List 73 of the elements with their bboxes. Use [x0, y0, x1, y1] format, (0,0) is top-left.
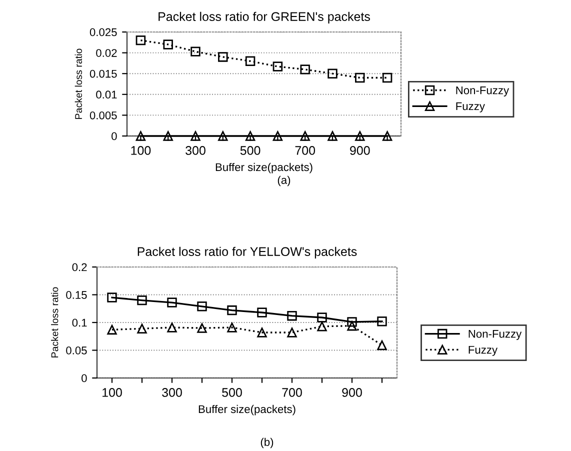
x-tick-label: 100: [131, 146, 151, 155]
y-tick-label: 0.2: [72, 263, 87, 272]
point: [218, 52, 228, 62]
y-tick-label: 0.1: [72, 318, 87, 327]
point: [355, 72, 365, 83]
point: [257, 308, 267, 318]
point: [136, 131, 146, 141]
point: [107, 292, 117, 302]
point: [190, 46, 200, 56]
y-axis-title: Packet loss ratio: [51, 287, 58, 358]
point: [347, 317, 357, 327]
point: [136, 35, 146, 46]
point: [163, 131, 173, 141]
x-axis-title: Buffer size(packets): [198, 404, 296, 416]
point: [300, 131, 310, 141]
y-axis-title: Packet loss ratio: [74, 48, 82, 119]
point: [328, 131, 338, 141]
point: [347, 320, 357, 331]
point: [137, 295, 147, 306]
x-tick-label: 300: [162, 388, 182, 397]
point: [272, 62, 283, 72]
point: [328, 68, 338, 78]
legend-label: Non-Fuzzy: [468, 330, 522, 340]
point: [163, 40, 173, 50]
point: [245, 56, 256, 66]
point: [245, 131, 256, 141]
point: [257, 328, 267, 338]
x-tick-label: 300: [186, 146, 206, 155]
legend-label: Fuzzy: [456, 102, 485, 112]
point: [227, 322, 237, 332]
point: [272, 131, 283, 141]
point: [377, 340, 387, 350]
point: [377, 316, 387, 326]
point: [287, 310, 297, 321]
x-axis-title: Buffer size(packets): [216, 162, 312, 174]
text: (b): [260, 438, 274, 448]
text: (a): [278, 176, 290, 186]
y-tick-label: 0.15: [66, 291, 87, 299]
point: [107, 324, 117, 335]
y-tick-label: 0.01: [96, 90, 117, 99]
y-tick-label: 0.025: [90, 28, 117, 36]
point: [382, 72, 392, 83]
y-tick-label: 0.015: [90, 70, 117, 78]
y-tick-label: 0.05: [66, 346, 87, 354]
point: [167, 322, 177, 332]
y-tick-label: 0.02: [96, 49, 117, 57]
point: [287, 328, 297, 338]
x-tick-label: 500: [222, 388, 242, 397]
point: [167, 298, 177, 308]
x-tick-label: 500: [240, 146, 260, 155]
chart-title: Packet loss ratio for YELLOW's packets: [138, 246, 357, 258]
y-tick-label: 0.005: [90, 111, 117, 120]
point: [197, 302, 207, 312]
y-tick-label: 0: [112, 132, 117, 140]
x-tick-label: 100: [102, 388, 122, 397]
x-tick-label: 700: [282, 388, 302, 397]
point: [355, 131, 365, 141]
x-tick-label: 700: [295, 146, 316, 155]
point: [190, 131, 200, 141]
chart-title: Packet loss ratio for GREEN's packets: [158, 12, 370, 24]
point: [317, 322, 327, 332]
point: [300, 64, 310, 74]
point: [197, 323, 207, 333]
x-tick-label: 900: [350, 146, 370, 155]
point: [382, 131, 392, 141]
point: [218, 131, 228, 141]
point: [137, 324, 147, 334]
point: [317, 312, 327, 322]
legend-label: Non-Fuzzy: [456, 86, 510, 96]
legend-label: Fuzzy: [468, 346, 498, 356]
x-tick-label: 900: [342, 388, 362, 397]
point: [227, 305, 237, 316]
y-tick-label: 0: [82, 374, 87, 382]
